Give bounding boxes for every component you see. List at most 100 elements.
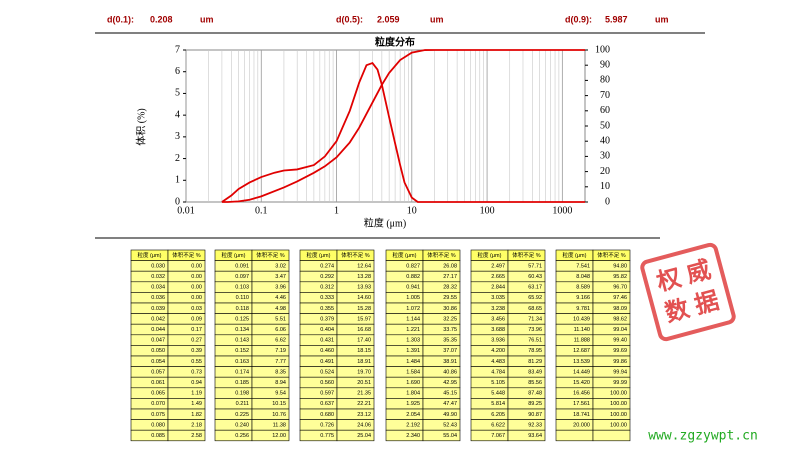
cell-text: 3.688 <box>491 327 505 333</box>
cell-text: 100.00 <box>610 391 627 397</box>
x-tick-label: 100 <box>480 205 495 216</box>
cell-text: 0.061 <box>151 380 165 386</box>
cell-text: 0.152 <box>235 348 249 354</box>
cell-text: 12.00 <box>272 433 286 439</box>
cell-text: 1.221 <box>406 327 420 333</box>
plot-frame <box>185 49 586 203</box>
y-label: 体积 (%) <box>135 108 147 146</box>
cell-text: 1.391 <box>406 348 420 354</box>
cell-text: 0.085 <box>151 433 165 439</box>
cell-text: 68.65 <box>528 306 542 312</box>
cell-text: 97.46 <box>613 295 627 301</box>
header-text: 体积不足 % <box>597 251 626 259</box>
cell-text: 73.96 <box>528 327 542 333</box>
cell-text: 18.91 <box>357 359 371 365</box>
y2-tick-label: 90 <box>600 59 610 70</box>
cell-text: 8.35 <box>275 369 286 375</box>
cell-text: 21.35 <box>357 391 371 397</box>
cell-text: 10.15 <box>272 401 286 407</box>
cell-text: 3.035 <box>491 295 505 301</box>
y-tick-label: 4 <box>175 109 180 120</box>
cell-text: 2.844 <box>491 285 505 291</box>
cell-text: 0.044 <box>151 327 165 333</box>
cell-text: 5.105 <box>491 380 505 386</box>
cell-text: 0.274 <box>320 263 334 269</box>
cell-text: 6.205 <box>491 412 505 418</box>
cell-text: 2.340 <box>406 433 420 439</box>
y-tick-label: 1 <box>175 175 180 186</box>
cell-text: 90.87 <box>528 412 542 418</box>
cell-text: 7.067 <box>491 433 505 439</box>
cell-text: 2.054 <box>406 412 420 418</box>
header-text: 体积不足 % <box>512 251 541 259</box>
cell-text: 0.185 <box>235 380 249 386</box>
cell-text: 10.76 <box>272 412 286 418</box>
cell-text: 0.73 <box>191 369 202 375</box>
cell-text: 1.690 <box>406 380 420 386</box>
cell-text: 33.75 <box>443 327 457 333</box>
cell-text: 8.94 <box>275 380 286 386</box>
y-tick-label: 2 <box>175 153 180 164</box>
cell-text: 6.06 <box>275 327 286 333</box>
y-tick-label: 0 <box>175 196 180 207</box>
cell-text: 0.103 <box>235 285 249 291</box>
cell-text: 9.54 <box>275 391 286 397</box>
cell-text: 0.134 <box>235 327 249 333</box>
cell-text: 0.379 <box>320 316 334 322</box>
header-label: d(0.1): <box>107 14 134 24</box>
cell-text: 1.005 <box>406 295 420 301</box>
cell-text: 9.781 <box>576 306 590 312</box>
cell-text: 83.49 <box>528 369 542 375</box>
cell-text: 0.03 <box>191 306 202 312</box>
cell-text: 3.456 <box>491 316 505 322</box>
cell-text: 7.19 <box>275 348 286 354</box>
header-text: 粒度 (μm) <box>563 251 587 259</box>
cell-text: 20.000 <box>573 422 590 428</box>
x-tick-label: 10 <box>407 205 417 216</box>
cell-text: 0.125 <box>235 316 249 322</box>
cell-text: 45.15 <box>443 391 457 397</box>
cell-text: 99.99 <box>613 380 627 386</box>
header-text: 体积不足 % <box>341 251 370 259</box>
header-text: 粒度 (μm) <box>222 251 246 259</box>
cell-text: 0.09 <box>191 316 202 322</box>
header-unit: um <box>200 14 214 24</box>
cell-text: 1.144 <box>406 316 420 322</box>
cell-text: 0.827 <box>406 263 420 269</box>
cell-text: 0.882 <box>406 274 420 280</box>
cell-text: 28.32 <box>443 285 457 291</box>
cell-text: 4.483 <box>491 359 505 365</box>
cell-text: 14.449 <box>573 369 590 375</box>
cell-text: 100.00 <box>610 401 627 407</box>
y2-tick-label: 70 <box>600 90 610 101</box>
cell-text: 4.46 <box>275 295 286 301</box>
cell-text: 7.77 <box>275 359 286 365</box>
cell-text: 12.64 <box>357 263 371 269</box>
cell-text: 0.047 <box>151 338 165 344</box>
cell-text: 0.00 <box>191 295 202 301</box>
cell-text: 37.07 <box>443 348 457 354</box>
cell-text: 11.888 <box>574 338 590 344</box>
cell-text: 99.86 <box>613 359 627 365</box>
cell <box>251 429 290 442</box>
cell-text: 49.90 <box>443 412 457 418</box>
x-tick-label: 1000 <box>552 205 572 216</box>
cell-text: 0.030 <box>151 263 165 269</box>
cell-text: 0.198 <box>235 391 249 397</box>
cell <box>422 429 461 442</box>
cell-text: 0.726 <box>320 422 334 428</box>
cell-text: 22.21 <box>357 401 371 407</box>
cell-text: 26.08 <box>443 263 457 269</box>
cell-text: 0.00 <box>191 263 202 269</box>
cell-text: 0.17 <box>191 327 202 333</box>
header-text: 粒度 (μm) <box>393 251 417 259</box>
cell-text: 15.97 <box>357 316 371 322</box>
y2-tick-label: 0 <box>605 196 610 207</box>
cell-text: 27.17 <box>443 274 457 280</box>
cell-text: 0.042 <box>151 316 165 322</box>
cell-text: 0.211 <box>236 401 249 407</box>
cell-text: 4.200 <box>491 348 505 354</box>
cell-text: 0.050 <box>151 348 165 354</box>
